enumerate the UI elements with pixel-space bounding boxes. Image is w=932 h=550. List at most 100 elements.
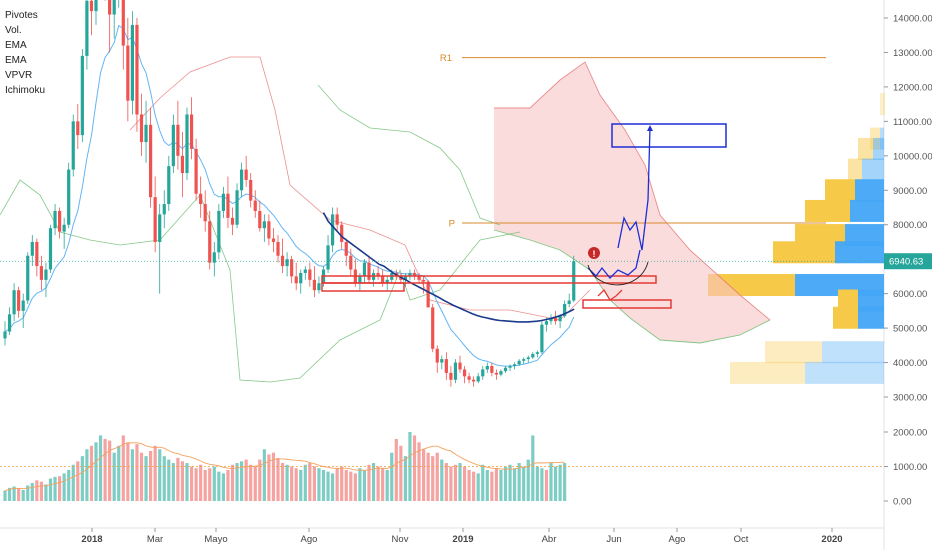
legend-ichimoku[interactable]: Ichimoku: [5, 85, 46, 96]
volume-bar: [394, 438, 398, 501]
volume-bar: [517, 463, 521, 501]
time-tick-label: Mar: [147, 534, 163, 545]
candle-body: [212, 252, 216, 263]
time-tick-label: 2018: [81, 534, 102, 545]
volume-bar: [7, 487, 12, 501]
volume-bar: [549, 463, 553, 501]
volume-bar: [522, 466, 526, 501]
legend-ema-1[interactable]: EMA: [5, 40, 27, 51]
volume-bar: [349, 471, 353, 501]
candle-body: [249, 179, 253, 201]
volume-bar: [367, 464, 371, 501]
candle-body: [458, 362, 462, 370]
volume-bar: [276, 457, 280, 501]
volume-bar: [153, 445, 157, 501]
price-tick-label: 5000.00: [893, 324, 927, 335]
legend-vpvr[interactable]: VPVR: [5, 70, 33, 81]
volume-bar: [112, 452, 116, 501]
resistance-zone-box-left: [321, 282, 405, 292]
time-tick-label: Mayo: [204, 534, 227, 545]
candle-body: [344, 241, 348, 256]
candle-body: [189, 114, 194, 149]
volume-bar: [526, 459, 530, 501]
vpvr-sell-bar: [833, 306, 858, 329]
candle-body: [26, 255, 30, 301]
volume-bar: [80, 456, 84, 501]
legend-volume[interactable]: Vol.: [5, 25, 22, 36]
candle-body: [349, 255, 353, 270]
candle-body: [549, 317, 553, 322]
vpvr-sell-bar: [880, 93, 885, 116]
candle-body: [121, 0, 125, 46]
volume-bar: [326, 471, 330, 501]
vpvr-buy-bar: [845, 224, 884, 247]
candle-body: [253, 200, 257, 211]
candle-body: [130, 24, 134, 101]
volume-bar: [303, 464, 307, 501]
time-tick-label: Jun: [606, 534, 621, 545]
candle-body: [426, 281, 430, 308]
candle-body: [217, 210, 221, 253]
candle-body: [226, 193, 230, 218]
volume-bar: [35, 480, 39, 501]
legend-ema-2[interactable]: EMA: [5, 55, 27, 66]
volume-bar: [417, 442, 421, 501]
candle-body: [331, 214, 335, 246]
legend-pivots[interactable]: Pivotes: [5, 10, 38, 21]
candle-body: [526, 357, 530, 360]
candle-body: [71, 121, 75, 170]
volume-bar: [126, 442, 130, 501]
candle-body: [535, 352, 539, 354]
ichimoku-lagging-line: [0, 179, 521, 383]
candle-body: [167, 166, 171, 205]
volume-bar: [94, 442, 98, 501]
volume-bar: [462, 466, 467, 501]
candle-body: [312, 279, 316, 291]
candle-body: [358, 276, 362, 284]
volume-bar: [362, 469, 367, 501]
volume-bar: [226, 469, 230, 501]
candle-body: [85, 0, 89, 56]
vpvr-buy-bar: [858, 306, 884, 329]
candle-body: [135, 24, 139, 115]
candle-body: [30, 241, 34, 256]
volume-bar: [490, 471, 494, 501]
candle-body: [158, 214, 162, 242]
volume-bar: [130, 449, 134, 501]
candle-body: [481, 369, 485, 377]
vpvr-buy-bar: [880, 127, 884, 150]
volume-bar: [435, 452, 439, 501]
price-tick-label: 10000.00: [893, 151, 932, 162]
volume-bar: [290, 466, 294, 501]
candle-body: [503, 367, 508, 372]
volume-bar: [472, 471, 476, 501]
volume-bar: [499, 469, 503, 501]
volume-bar: [494, 468, 498, 501]
candle-body: [44, 269, 48, 280]
volume-bar: [3, 490, 7, 501]
time-tick-label: Ago: [301, 534, 318, 545]
volume-bar: [230, 464, 235, 501]
vpvr-sell-bar: [825, 179, 855, 202]
volume-bar: [89, 445, 94, 501]
candle-body: [531, 353, 535, 358]
candle-body: [326, 245, 330, 270]
candle-body: [39, 266, 43, 280]
volume-bar: [476, 473, 480, 501]
candle-body: [48, 228, 53, 270]
volume-tick-label: 2000.00: [893, 428, 927, 439]
candle-body: [180, 155, 185, 174]
volume-bar: [280, 463, 285, 501]
projection-path-primary: [587, 249, 641, 279]
volume-bar: [467, 469, 471, 501]
candle-body: [162, 204, 166, 215]
candle-body: [258, 210, 262, 229]
candle-body: [435, 348, 439, 363]
candle-body: [76, 121, 80, 136]
volume-bar: [30, 483, 34, 501]
volume-bar: [249, 464, 253, 501]
candle-body: [499, 371, 503, 375]
projection-path-extension: [617, 127, 651, 251]
alert-marker: [588, 247, 600, 259]
